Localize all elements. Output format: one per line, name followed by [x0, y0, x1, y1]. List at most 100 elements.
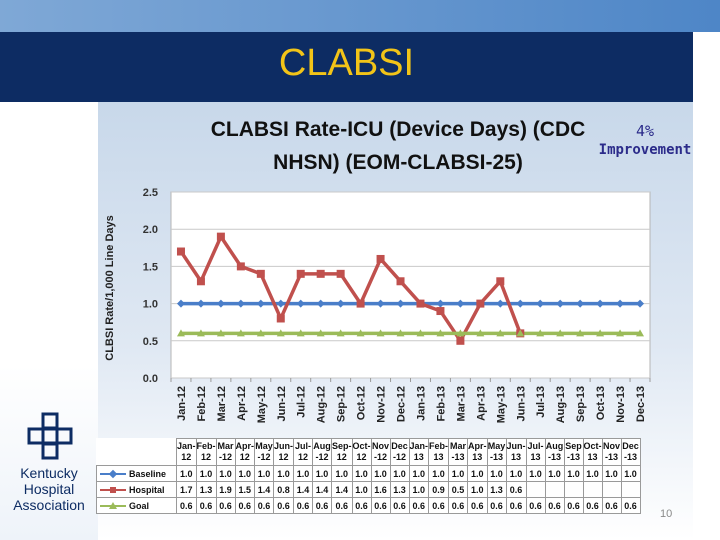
- x-tick-label: May-13: [495, 386, 507, 423]
- table-cell: 1.0: [215, 465, 236, 482]
- x-tick-label: Mar-12: [216, 386, 228, 421]
- goal-point: [636, 329, 645, 337]
- table-cell: 0.6: [467, 497, 488, 514]
- table-header-cell: Jul- 12: [293, 438, 314, 466]
- table-cell: 0.6: [582, 497, 603, 514]
- x-tick-label: Jun-13: [515, 386, 527, 421]
- table-cell: 1.0: [544, 465, 565, 482]
- table-cell: 1.0: [331, 465, 353, 482]
- table-cell: 0.6: [505, 481, 527, 498]
- org-name: Kentucky Hospital Association: [0, 465, 98, 513]
- table-cell: 0.6: [620, 497, 641, 514]
- table-header-cell: Mar -13: [448, 438, 469, 466]
- goal-point: [256, 329, 265, 337]
- table-corner: [96, 438, 177, 466]
- baseline-point: [496, 299, 505, 308]
- table-cell: 1.0: [195, 465, 217, 482]
- table-header-cell: Feb- 12: [195, 438, 217, 466]
- table-cell: 0.6: [389, 497, 410, 514]
- table-cell: 0.6: [370, 497, 391, 514]
- top-accent-strip: [0, 0, 720, 32]
- table-cell: 1.0: [601, 465, 622, 482]
- table-cell: 1.0: [467, 465, 488, 482]
- page-number: 10: [660, 508, 673, 520]
- table-cell: 1.4: [312, 481, 333, 498]
- legend-key-icon: [100, 470, 126, 478]
- x-tick-label: Aug-12: [316, 386, 328, 423]
- hospital-point: [296, 269, 305, 278]
- left-band: [0, 102, 98, 540]
- table-header-cell: Dec -12: [389, 438, 410, 466]
- baseline-point: [636, 299, 645, 308]
- table-header-cell: Aug -13: [544, 438, 565, 466]
- goal-point: [176, 329, 185, 337]
- goal-point: [316, 329, 325, 337]
- baseline-point: [516, 299, 525, 308]
- y-tick-label: 1.5: [143, 261, 158, 273]
- table-cell: 0.6: [234, 497, 256, 514]
- table-cell: 1.0: [563, 465, 584, 482]
- table-header-cell: Dec -13: [620, 438, 641, 466]
- hospital-point: [356, 299, 365, 308]
- table-cell: 1.0: [408, 481, 430, 498]
- table-cell: 1.0: [389, 465, 410, 482]
- x-tick-label: Nov-13: [615, 386, 627, 423]
- table-row-label: Goal: [96, 497, 177, 514]
- goal-point: [456, 329, 465, 337]
- table-cell: 1.3: [486, 481, 507, 498]
- table-cell: [582, 481, 603, 498]
- x-tick-label: Sep-12: [336, 386, 348, 422]
- baseline-point: [456, 299, 465, 308]
- baseline-point: [436, 299, 445, 308]
- hospital-point: [476, 299, 485, 308]
- table-header-cell: Jan- 12: [176, 438, 197, 466]
- baseline-point: [256, 299, 265, 308]
- goal-point: [216, 329, 225, 337]
- table-cell: [544, 481, 565, 498]
- x-tick-label: Mar-13: [455, 386, 467, 421]
- table-cell: 0.6: [351, 497, 372, 514]
- improvement-callout: 4% Improvement: [584, 122, 706, 160]
- hospital-point: [376, 254, 385, 263]
- right-margin: [693, 32, 720, 540]
- table-cell: 0.6: [195, 497, 217, 514]
- table-cell: 0.6: [273, 497, 295, 514]
- plot-area: [170, 191, 651, 379]
- hospital-point: [456, 336, 465, 345]
- goal-point: [476, 329, 485, 337]
- table-header-cell: Sep- 12: [331, 438, 353, 466]
- table-cell: 0.6: [525, 497, 546, 514]
- table-cell: 1.0: [505, 465, 527, 482]
- table-header-cell: Jul- 13: [525, 438, 546, 466]
- baseline-point: [616, 299, 625, 308]
- x-tick-label: Aug-13: [555, 386, 567, 423]
- table-header-cell: Feb- 13: [428, 438, 450, 466]
- table-cell: 1.4: [331, 481, 353, 498]
- x-tick-label: Dec-12: [396, 386, 408, 422]
- table-row: Baseline 1.0 1.0 1.0 1.0 1.0 1.0 1.0 1.0 1.0 1.0 1.…: [96, 465, 641, 482]
- baseline-point: [276, 299, 285, 308]
- table-cell: 0.6: [601, 497, 622, 514]
- goal-point: [376, 329, 385, 337]
- x-tick-label: Oct-13: [595, 386, 607, 420]
- table-header-cell: Sep -13: [563, 438, 584, 466]
- table-cell: 0.6: [563, 497, 584, 514]
- hospital-point: [496, 277, 505, 286]
- table-cell: 0.6: [408, 497, 430, 514]
- table-cell: 1.5: [234, 481, 256, 498]
- y-tick-label: 1.0: [143, 299, 158, 311]
- table-cell: 1.0: [582, 465, 603, 482]
- x-tick-label: Jul-13: [535, 386, 547, 418]
- goal-point: [356, 329, 365, 337]
- table-cell: 1.0: [467, 481, 488, 498]
- org-name-line-3: Association: [13, 497, 85, 513]
- hospital-point: [236, 262, 245, 271]
- table-header-cell: Jan- 13: [408, 438, 430, 466]
- slide-title: CLABSI: [278, 42, 415, 84]
- table-header-cell: Aug -12: [312, 438, 333, 466]
- table-header-cell: Oct- 12: [351, 438, 372, 466]
- chart-title-line-1: CLABSI Rate-ICU (Device Days) (CDC: [211, 118, 586, 141]
- table-cell: [525, 481, 546, 498]
- hospital-point: [436, 307, 445, 316]
- y-tick-label: 2.5: [143, 187, 158, 199]
